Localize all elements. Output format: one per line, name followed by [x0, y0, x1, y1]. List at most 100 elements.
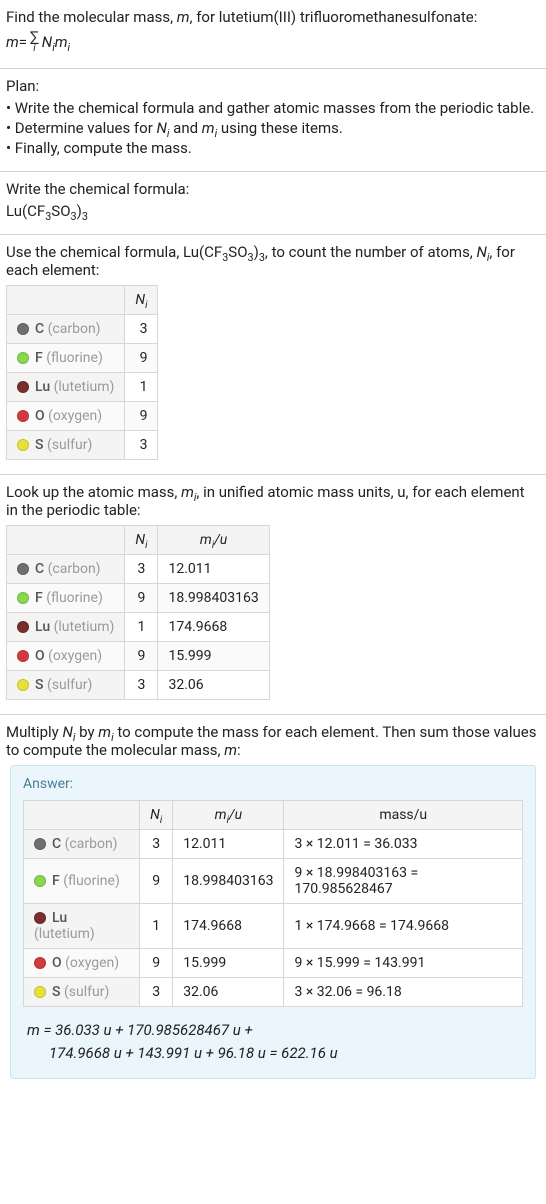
chemical-formula: Lu(CF3SO3)3 — [6, 202, 540, 220]
formula-title: Write the chemical formula: — [6, 180, 540, 198]
mu-cell: 32.06 — [173, 978, 284, 1007]
mul-pre: Multiply — [6, 723, 62, 741]
prompt-section: Find the molecular mass, m, for lutetium… — [0, 0, 546, 69]
eq-rhs-i2: i — [68, 41, 71, 54]
count-text: Use the chemical formula, Lu(CF3SO3)3, t… — [6, 243, 540, 279]
n-cell: 9 — [140, 949, 173, 978]
mass-cell: 1 × 174.9668 = 174.9668 — [284, 904, 523, 949]
answer-label: Answer: — [23, 776, 523, 792]
mul-m: m — [98, 723, 111, 741]
plan-bullet-2: • Determine values for Ni and mi using t… — [6, 119, 540, 137]
mu-cell: 15.999 — [158, 642, 269, 671]
answer-table: Ni mi/u mass/u C (carbon)312.0113 × 12.0… — [23, 800, 523, 1007]
table-row: F (fluorine)9 — [7, 344, 158, 373]
sum-index: i — [33, 44, 35, 54]
plan-b2-post: using these items. — [217, 119, 343, 137]
n-cell: 3 — [140, 978, 173, 1007]
table-row: S (sulfur)332.06 — [7, 671, 270, 700]
element-cell: C (carbon) — [24, 830, 140, 859]
mu-cell: 18.998403163 — [158, 584, 269, 613]
element-cell: F (fluorine) — [7, 344, 125, 373]
mu-cell: 174.9668 — [158, 613, 269, 642]
element-cell: Lu (lutetium) — [7, 373, 125, 402]
count-var-N: N — [476, 243, 486, 261]
plan-section: Plan: • Write the chemical formula and g… — [0, 69, 546, 172]
table-header-row: Ni — [7, 286, 158, 315]
plan-b2-pre: • Determine values for — [6, 119, 157, 137]
n-cell: 3 — [140, 830, 173, 859]
table-row: F (fluorine)918.9984031639 × 18.99840316… — [24, 859, 523, 904]
element-cell: Lu (lutetium) — [7, 613, 125, 642]
col-mu: mi/u — [173, 801, 284, 830]
mu-cell: 12.011 — [173, 830, 284, 859]
mass-lookup-section: Look up the atomic mass, mi, in unified … — [0, 475, 546, 715]
plan-b2-m: m — [202, 119, 215, 137]
answer-sum-line1: m = 36.033 u + 170.985628467 u + — [27, 1021, 253, 1039]
n-cell: 3 — [125, 671, 158, 700]
element-cell: F (fluorine) — [7, 584, 125, 613]
eq-rhs: Nimi — [42, 33, 70, 51]
ml-var-m: m — [181, 483, 194, 501]
element-cell: O (oxygen) — [7, 642, 125, 671]
count-mid: , to count the number of atoms, — [265, 243, 477, 261]
plan-b2-N: N — [157, 119, 167, 137]
count-table: Ni C (carbon)3F (fluorine)9Lu (lutetium)… — [6, 285, 158, 460]
formula-sub-3: 3 — [82, 210, 88, 223]
element-cell: S (sulfur) — [7, 431, 125, 460]
prompt-var: m — [177, 8, 190, 26]
table-row: Lu (lutetium)1174.9668 — [7, 613, 270, 642]
table-row: Lu (lutetium)1 — [7, 373, 158, 402]
table-row: S (sulfur)332.063 × 32.06 = 96.18 — [24, 978, 523, 1007]
multiply-text: Multiply Ni by mi to compute the mass fo… — [6, 723, 540, 759]
col-mu: mi/u — [158, 526, 269, 555]
n-cell: 9 — [125, 402, 158, 431]
col-N: Ni — [125, 286, 158, 315]
n-cell: 1 — [125, 613, 158, 642]
mu-cell: 32.06 — [158, 671, 269, 700]
plan-bullets: • Write the chemical formula and gather … — [6, 99, 540, 157]
n-cell: 9 — [125, 344, 158, 373]
element-cell: O (oxygen) — [24, 949, 140, 978]
table-row: F (fluorine)918.998403163 — [7, 584, 270, 613]
table-header-row: Ni mi/u mass/u — [24, 801, 523, 830]
table-row: O (oxygen)915.9999 × 15.999 = 143.991 — [24, 949, 523, 978]
n-cell: 1 — [125, 373, 158, 402]
count-mid1: SO — [228, 243, 247, 261]
table-row: O (oxygen)915.999 — [7, 642, 270, 671]
element-cell: C (carbon) — [7, 555, 125, 584]
n-cell: 1 — [140, 904, 173, 949]
mul-by: by — [75, 723, 98, 741]
col-N: Ni — [125, 526, 158, 555]
formula-section: Write the chemical formula: Lu(CF3SO3)3 — [0, 172, 546, 235]
answer-sum-line2: 174.9668 u + 143.991 u + 96.18 u = 622.1… — [27, 1042, 523, 1065]
mu-cell: 174.9668 — [173, 904, 284, 949]
col-N: Ni — [140, 801, 173, 830]
element-cell: S (sulfur) — [7, 671, 125, 700]
n-cell: 3 — [125, 315, 158, 344]
prompt-prefix: Find the molecular mass, — [6, 8, 177, 26]
mass-cell: 3 × 32.06 = 96.18 — [284, 978, 523, 1007]
count-section: Use the chemical formula, Lu(CF3SO3)3, t… — [0, 235, 546, 475]
mul-N: N — [62, 723, 72, 741]
mu-cell: 15.999 — [173, 949, 284, 978]
mass-cell: 9 × 18.998403163 = 170.985628467 — [284, 859, 523, 904]
table-header-row: Ni mi/u — [7, 526, 270, 555]
table-row: O (oxygen)9 — [7, 402, 158, 431]
eq-eqsign: = — [19, 33, 27, 51]
col-blank — [7, 286, 125, 315]
element-cell: F (fluorine) — [24, 859, 140, 904]
mass-equation: m = ∑ i Nimi — [6, 30, 540, 54]
table-row: S (sulfur)3 — [7, 431, 158, 460]
mass-cell: 9 × 15.999 = 143.991 — [284, 949, 523, 978]
eq-rhs-N: N — [42, 33, 52, 51]
element-cell: C (carbon) — [7, 315, 125, 344]
plan-title: Plan: — [6, 77, 540, 95]
table-row: C (carbon)312.011 — [7, 555, 270, 584]
answer-box: Answer: Ni mi/u mass/u C (carbon)312.011… — [10, 765, 536, 1079]
col-mass: mass/u — [284, 801, 523, 830]
sigma-symbol: ∑ i — [30, 30, 39, 54]
mul-post: : — [237, 741, 241, 759]
mul-mvar: m — [224, 741, 237, 759]
table-row: C (carbon)312.0113 × 12.011 = 36.033 — [24, 830, 523, 859]
plan-bullet-1: • Write the chemical formula and gather … — [6, 99, 540, 117]
